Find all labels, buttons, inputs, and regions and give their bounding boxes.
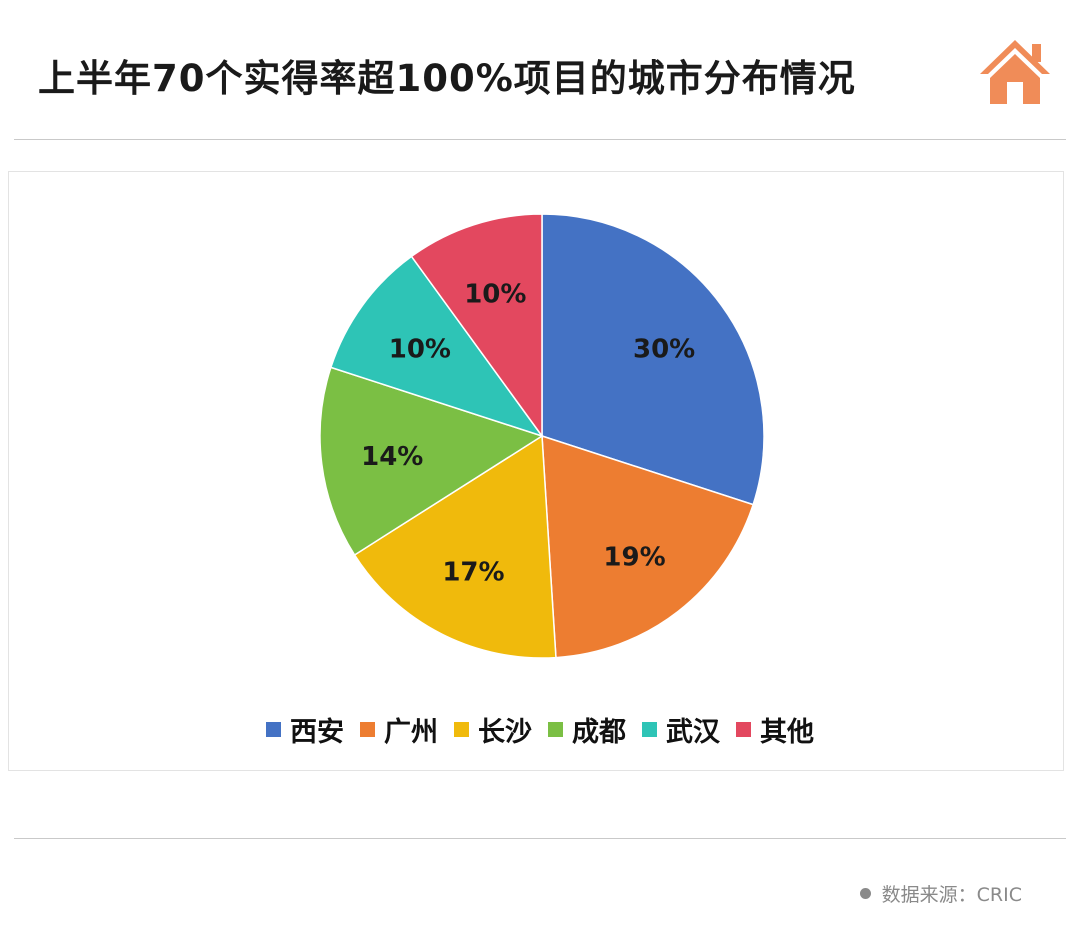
pie-slice-3 xyxy=(319,366,544,556)
legend-swatch xyxy=(360,722,375,737)
slice-label-0: 30% xyxy=(633,334,695,364)
house-icon xyxy=(980,40,1050,104)
legend-swatch xyxy=(642,722,657,737)
chart-legend: 西安 广州 长沙 成都 武汉 其他 xyxy=(0,710,1080,749)
pie-slice-0 xyxy=(541,213,765,506)
chart-frame xyxy=(8,171,1064,771)
pie-slice-1 xyxy=(541,434,755,659)
legend-item-4: 武汉 xyxy=(642,710,720,749)
legend-label: 广州 xyxy=(384,717,438,748)
footer-divider xyxy=(14,838,1066,839)
legend-item-0: 西安 xyxy=(266,710,344,749)
slice-label-3: 14% xyxy=(361,442,423,472)
slice-label-5: 10% xyxy=(464,279,526,309)
legend-swatch xyxy=(548,722,563,737)
bullet-icon xyxy=(859,888,871,899)
legend-label: 长沙 xyxy=(478,717,532,748)
data-source: 数据来源：CRIC xyxy=(859,880,1022,907)
legend-label: 西安 xyxy=(290,717,344,748)
legend-item-2: 长沙 xyxy=(454,710,532,749)
page-title: 上半年70个实得率超100%项目的城市分布情况 xyxy=(38,57,856,100)
legend-label: 成都 xyxy=(572,717,626,748)
legend-swatch xyxy=(266,722,281,737)
pie-slice-5 xyxy=(410,213,543,439)
header-divider xyxy=(14,139,1066,140)
legend-item-5: 其他 xyxy=(736,710,814,749)
legend-swatch xyxy=(736,722,751,737)
legend-label: 武汉 xyxy=(666,717,720,748)
legend-swatch xyxy=(454,722,469,737)
slice-label-4: 10% xyxy=(389,334,451,364)
legend-label: 其他 xyxy=(760,717,814,748)
pie-slice-2 xyxy=(353,434,557,659)
legend-item-1: 广州 xyxy=(360,710,438,749)
data-source-text: 数据来源：CRIC xyxy=(881,884,1022,906)
slice-label-2: 17% xyxy=(442,558,504,588)
slice-label-1: 19% xyxy=(603,542,665,572)
legend-item-3: 成都 xyxy=(548,710,626,749)
pie-slice-4 xyxy=(329,255,544,438)
